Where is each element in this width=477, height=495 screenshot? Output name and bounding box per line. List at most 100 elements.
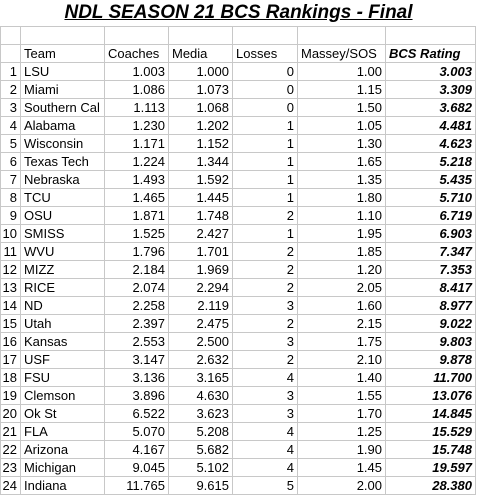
- coaches-cell[interactable]: 1.796: [104, 242, 169, 261]
- bcs-rating-cell[interactable]: 15.748: [385, 440, 476, 459]
- massey-cell[interactable]: 1.25: [297, 422, 386, 441]
- team-cell[interactable]: WVU: [20, 242, 105, 261]
- rank-cell[interactable]: 4: [0, 116, 21, 135]
- bcs-rating-cell[interactable]: 5.218: [385, 152, 476, 171]
- media-cell[interactable]: 1.344: [168, 152, 233, 171]
- losses-cell[interactable]: 3: [232, 404, 298, 423]
- media-cell[interactable]: 2.427: [168, 224, 233, 243]
- losses-cell[interactable]: 1: [232, 170, 298, 189]
- bcs-rating-cell[interactable]: 3.309: [385, 80, 476, 99]
- losses-cell[interactable]: 4: [232, 458, 298, 477]
- massey-cell[interactable]: 1.05: [297, 116, 386, 135]
- losses-cell[interactable]: 2: [232, 206, 298, 225]
- header-bcs-rating[interactable]: BCS Rating: [385, 44, 476, 63]
- coaches-cell[interactable]: 1.171: [104, 134, 169, 153]
- team-cell[interactable]: Alabama: [20, 116, 105, 135]
- coaches-cell[interactable]: 6.522: [104, 404, 169, 423]
- rank-cell[interactable]: 20: [0, 404, 21, 423]
- team-cell[interactable]: LSU: [20, 62, 105, 81]
- massey-cell[interactable]: 1.40: [297, 368, 386, 387]
- massey-cell[interactable]: 1.65: [297, 152, 386, 171]
- media-cell[interactable]: 1.073: [168, 80, 233, 99]
- losses-cell[interactable]: 1: [232, 152, 298, 171]
- rank-cell[interactable]: 22: [0, 440, 21, 459]
- massey-cell[interactable]: 2.15: [297, 314, 386, 333]
- team-cell[interactable]: Miami: [20, 80, 105, 99]
- massey-cell[interactable]: 1.85: [297, 242, 386, 261]
- losses-cell[interactable]: 2: [232, 260, 298, 279]
- rank-cell[interactable]: 16: [0, 332, 21, 351]
- bcs-rating-cell[interactable]: 3.003: [385, 62, 476, 81]
- massey-cell[interactable]: 1.35: [297, 170, 386, 189]
- media-cell[interactable]: 1.748: [168, 206, 233, 225]
- media-cell[interactable]: 2.294: [168, 278, 233, 297]
- losses-cell[interactable]: 4: [232, 422, 298, 441]
- rank-cell[interactable]: 7: [0, 170, 21, 189]
- bcs-rating-cell[interactable]: 13.076: [385, 386, 476, 405]
- losses-cell[interactable]: 1: [232, 134, 298, 153]
- header-team[interactable]: Team: [20, 44, 105, 63]
- bcs-rating-cell[interactable]: 7.353: [385, 260, 476, 279]
- bcs-rating-cell[interactable]: 19.597: [385, 458, 476, 477]
- header-massey-sos[interactable]: Massey/SOS: [297, 44, 386, 63]
- coaches-cell[interactable]: 4.167: [104, 440, 169, 459]
- massey-cell[interactable]: 1.70: [297, 404, 386, 423]
- team-cell[interactable]: FLA: [20, 422, 105, 441]
- losses-cell[interactable]: 5: [232, 476, 298, 495]
- bcs-rating-cell[interactable]: 8.417: [385, 278, 476, 297]
- team-cell[interactable]: Wisconsin: [20, 134, 105, 153]
- team-cell[interactable]: Indiana: [20, 476, 105, 495]
- massey-cell[interactable]: 1.60: [297, 296, 386, 315]
- team-cell[interactable]: ND: [20, 296, 105, 315]
- media-cell[interactable]: 3.623: [168, 404, 233, 423]
- rank-cell[interactable]: 3: [0, 98, 21, 117]
- team-cell[interactable]: Clemson: [20, 386, 105, 405]
- rank-cell[interactable]: 24: [0, 476, 21, 495]
- coaches-cell[interactable]: 1.230: [104, 116, 169, 135]
- bcs-rating-cell[interactable]: 4.623: [385, 134, 476, 153]
- massey-cell[interactable]: 1.95: [297, 224, 386, 243]
- rank-cell[interactable]: 14: [0, 296, 21, 315]
- media-cell[interactable]: 2.632: [168, 350, 233, 369]
- massey-cell[interactable]: 1.15: [297, 80, 386, 99]
- coaches-cell[interactable]: 1.465: [104, 188, 169, 207]
- coaches-cell[interactable]: 1.113: [104, 98, 169, 117]
- rank-cell[interactable]: 18: [0, 368, 21, 387]
- losses-cell[interactable]: 3: [232, 296, 298, 315]
- team-cell[interactable]: Nebraska: [20, 170, 105, 189]
- bcs-rating-cell[interactable]: 5.710: [385, 188, 476, 207]
- rank-cell[interactable]: 6: [0, 152, 21, 171]
- coaches-cell[interactable]: 2.553: [104, 332, 169, 351]
- rank-cell[interactable]: 23: [0, 458, 21, 477]
- rank-cell[interactable]: 13: [0, 278, 21, 297]
- team-cell[interactable]: Arizona: [20, 440, 105, 459]
- coaches-cell[interactable]: 1.525: [104, 224, 169, 243]
- coaches-cell[interactable]: 2.258: [104, 296, 169, 315]
- coaches-cell[interactable]: 1.224: [104, 152, 169, 171]
- massey-cell[interactable]: 1.20: [297, 260, 386, 279]
- media-cell[interactable]: 2.475: [168, 314, 233, 333]
- losses-cell[interactable]: 4: [232, 440, 298, 459]
- massey-cell[interactable]: 1.00: [297, 62, 386, 81]
- media-cell[interactable]: 1.000: [168, 62, 233, 81]
- media-cell[interactable]: 2.119: [168, 296, 233, 315]
- bcs-rating-cell[interactable]: 14.845: [385, 404, 476, 423]
- team-cell[interactable]: USF: [20, 350, 105, 369]
- media-cell[interactable]: 1.202: [168, 116, 233, 135]
- rank-cell[interactable]: 10: [0, 224, 21, 243]
- header-rank[interactable]: [0, 44, 21, 63]
- team-cell[interactable]: Ok St: [20, 404, 105, 423]
- massey-cell[interactable]: 1.50: [297, 98, 386, 117]
- bcs-rating-cell[interactable]: 6.719: [385, 206, 476, 225]
- cell[interactable]: [297, 26, 386, 45]
- cell[interactable]: [168, 26, 233, 45]
- team-cell[interactable]: Michigan: [20, 458, 105, 477]
- massey-cell[interactable]: 1.55: [297, 386, 386, 405]
- bcs-rating-cell[interactable]: 9.878: [385, 350, 476, 369]
- losses-cell[interactable]: 3: [232, 386, 298, 405]
- losses-cell[interactable]: 0: [232, 98, 298, 117]
- rank-cell[interactable]: 15: [0, 314, 21, 333]
- header-losses[interactable]: Losses: [232, 44, 298, 63]
- coaches-cell[interactable]: 1.086: [104, 80, 169, 99]
- coaches-cell[interactable]: 1.493: [104, 170, 169, 189]
